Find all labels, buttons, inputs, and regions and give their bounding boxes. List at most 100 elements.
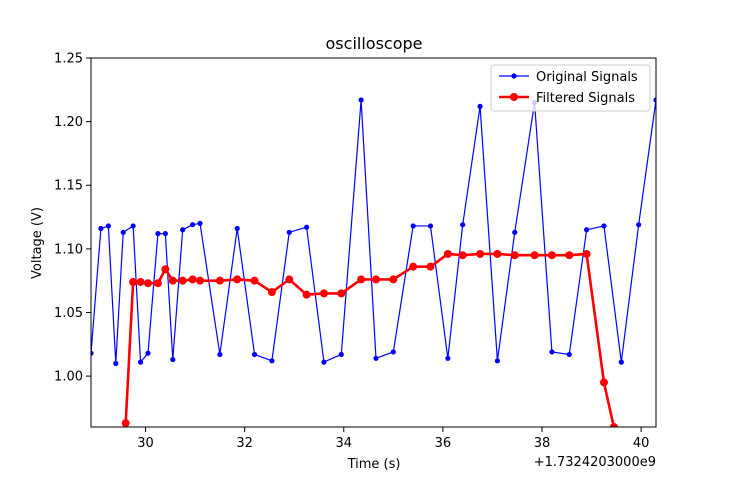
data-point-filtered-signals [443, 249, 452, 258]
data-point-filtered-signals [371, 275, 380, 284]
legend-label-original-signals: Original Signals [536, 70, 638, 85]
data-point-original-signals [549, 349, 555, 355]
data-point-original-signals [653, 97, 656, 103]
data-point-filtered-signals [458, 251, 467, 260]
y-tick-label: 1.25 [54, 52, 83, 67]
data-point-original-signals [162, 230, 168, 237]
data-point-original-signals [410, 223, 416, 229]
data-point-original-signals [91, 350, 94, 356]
data-point-filtered-signals [168, 276, 177, 285]
series-line-filtered-signals [124, 252, 616, 427]
y-tick-label: 1.10 [54, 242, 83, 257]
data-point-original-signals [217, 351, 223, 358]
x-axis-offset-label: +1.7324203000e9 [534, 455, 656, 470]
data-point-original-signals [601, 223, 607, 229]
data-point-original-signals [155, 230, 161, 237]
data-point-filtered-signals [426, 262, 435, 271]
data-point-original-signals [358, 97, 364, 103]
data-point-original-signals [145, 350, 151, 356]
data-point-filtered-signals [196, 276, 205, 285]
data-point-filtered-signals [599, 378, 608, 387]
plot-area [91, 97, 656, 427]
x-tick-label: 30 [137, 436, 154, 451]
data-point-filtered-signals [319, 289, 328, 298]
data-point-original-signals [234, 225, 240, 232]
data-point-filtered-signals [389, 275, 398, 284]
data-point-filtered-signals [233, 275, 242, 284]
data-point-original-signals [113, 360, 119, 366]
data-point-filtered-signals [129, 277, 138, 286]
data-point-filtered-signals [337, 289, 346, 298]
data-point-original-signals [303, 224, 310, 230]
y-tick-label: 1.20 [54, 115, 83, 130]
data-point-original-signals [286, 229, 292, 235]
series-line-original-signals [91, 99, 656, 364]
data-point-original-signals [338, 351, 344, 358]
data-point-original-signals [445, 355, 451, 361]
y-tick-label: 1.05 [54, 306, 83, 321]
x-tick-label: 36 [435, 436, 452, 451]
data-point-original-signals [98, 225, 104, 232]
data-point-filtered-signals [188, 275, 197, 284]
data-point-filtered-signals [302, 290, 311, 299]
legend-swatch-marker-filtered-signals [510, 93, 518, 101]
data-point-original-signals [105, 223, 111, 229]
data-point-filtered-signals [609, 423, 618, 427]
y-axis-label: Voltage (V) [30, 207, 45, 279]
x-tick-label: 40 [633, 436, 650, 451]
data-point-filtered-signals [215, 276, 224, 285]
plot-frame [90, 57, 657, 428]
data-point-filtered-signals [547, 251, 556, 260]
legend-label-filtered-signals: Filtered Signals [536, 91, 635, 106]
data-point-original-signals [427, 223, 434, 229]
data-point-original-signals [618, 359, 624, 365]
x-tick-label: 32 [236, 436, 253, 451]
data-point-original-signals [321, 359, 327, 365]
data-point-original-signals [460, 222, 466, 228]
data-point-original-signals [373, 355, 379, 361]
data-point-original-signals [197, 220, 203, 227]
y-tick-label: 1.00 [54, 370, 83, 385]
data-point-filtered-signals [285, 275, 294, 284]
data-point-original-signals [120, 229, 126, 235]
data-point-original-signals [584, 227, 590, 233]
data-point-original-signals [170, 356, 176, 363]
data-point-filtered-signals [582, 249, 591, 258]
data-point-filtered-signals [267, 288, 276, 297]
y-tick-label: 1.15 [54, 179, 83, 194]
legend: Original Signals Filtered Signals [490, 64, 651, 112]
data-point-filtered-signals [250, 276, 259, 285]
chart-title: oscilloscope [326, 34, 423, 53]
data-point-original-signals [130, 223, 136, 229]
data-point-filtered-signals [493, 249, 502, 258]
legend-swatch-marker-original-signals [511, 73, 517, 79]
data-point-original-signals [566, 351, 572, 358]
data-point-original-signals [390, 349, 396, 355]
data-point-original-signals [180, 227, 186, 233]
legend-box [490, 64, 651, 112]
data-point-original-signals [269, 358, 275, 364]
data-point-original-signals [190, 222, 196, 228]
data-point-filtered-signals [161, 265, 170, 274]
axes: 30 32 34 36 38 40 1.00 1.05 1.10 1.15 1.20 1.25 [54, 52, 657, 451]
data-point-filtered-signals [409, 262, 418, 271]
x-tick-label: 38 [534, 436, 551, 451]
data-point-original-signals [494, 358, 500, 364]
x-axis-label: Time (s) [347, 457, 401, 472]
x-tick-label: 34 [335, 436, 352, 451]
data-point-filtered-signals [565, 251, 574, 260]
data-point-original-signals [512, 229, 518, 235]
data-point-filtered-signals [510, 251, 519, 260]
data-point-filtered-signals [357, 275, 366, 284]
data-point-filtered-signals [178, 276, 187, 285]
data-point-filtered-signals [530, 251, 539, 260]
data-point-original-signals [477, 103, 483, 109]
data-point-filtered-signals [136, 277, 145, 286]
data-point-filtered-signals [121, 419, 130, 427]
data-point-original-signals [251, 351, 258, 358]
data-point-original-signals [636, 222, 642, 228]
data-point-original-signals [137, 359, 144, 365]
data-point-filtered-signals [153, 279, 162, 288]
